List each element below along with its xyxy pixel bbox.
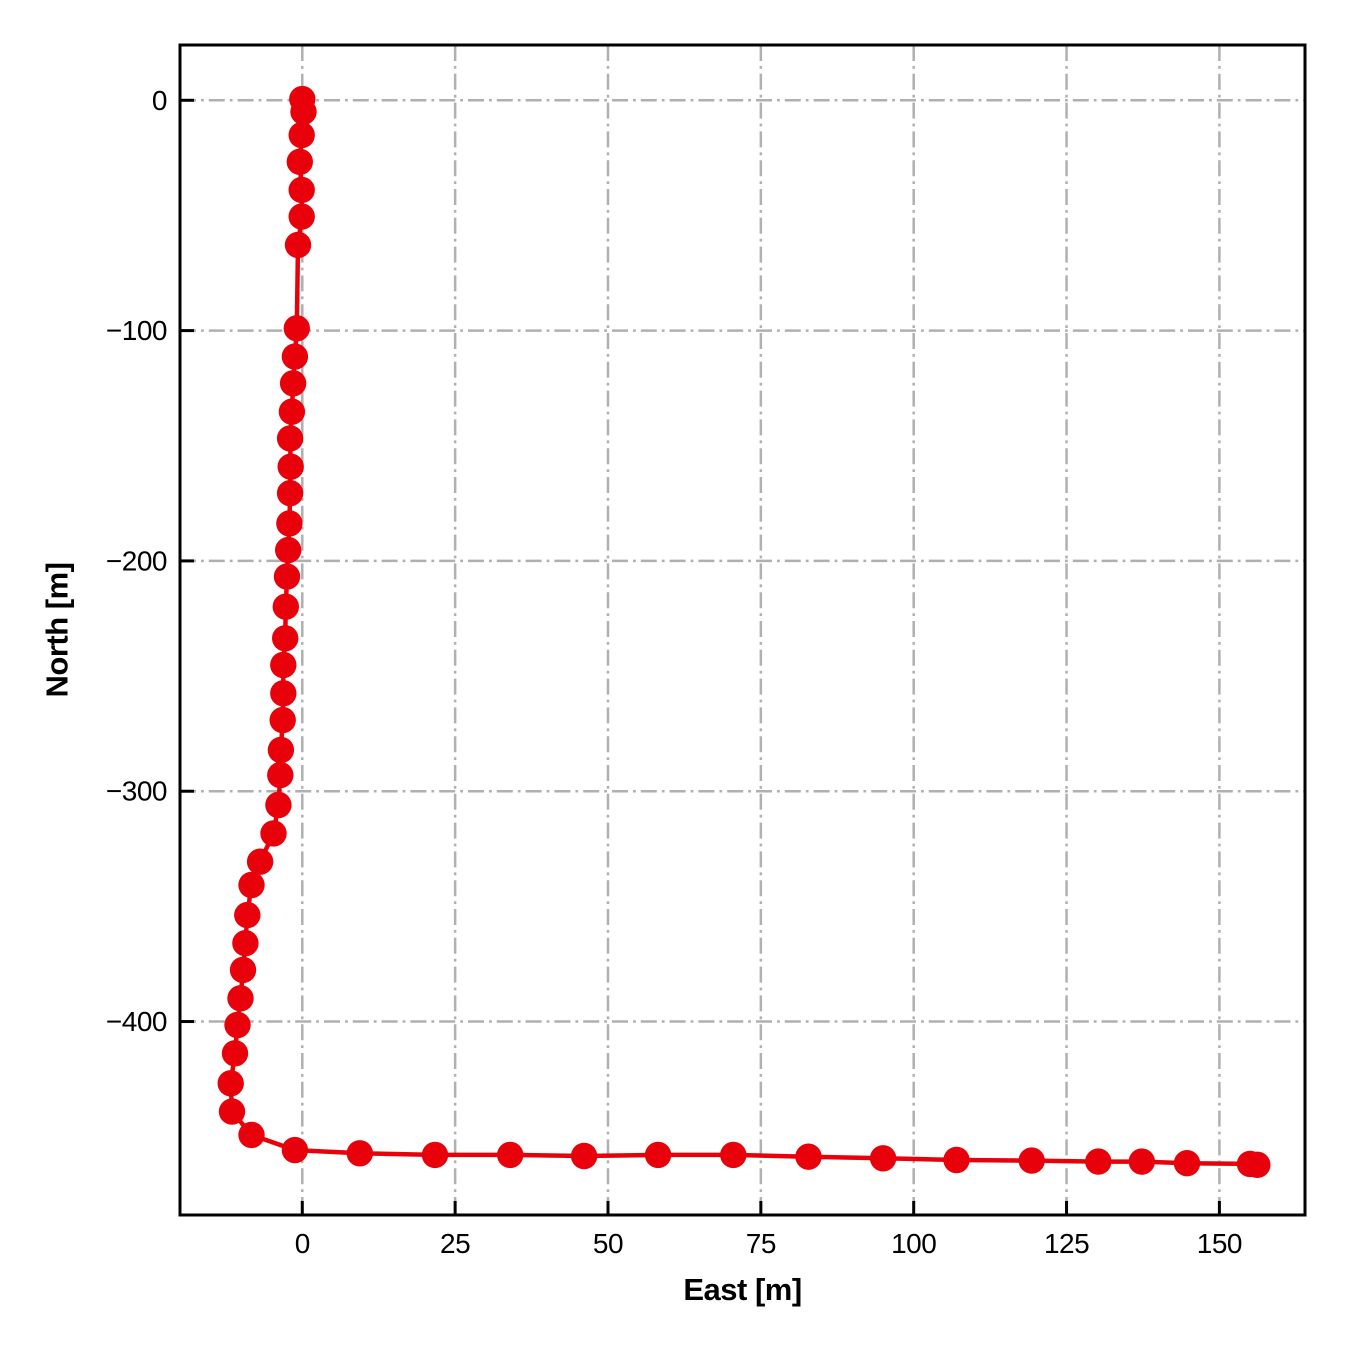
- data-point: [267, 736, 295, 764]
- data-point: [290, 98, 317, 126]
- data-point: [286, 148, 313, 175]
- data-point: [795, 1143, 822, 1170]
- data-point: [273, 563, 301, 590]
- data-point: [224, 1011, 251, 1039]
- data-point: [229, 956, 257, 984]
- data-point: [283, 315, 310, 342]
- data-point: [421, 1141, 449, 1169]
- data-point: [1085, 1148, 1112, 1175]
- tick-marks-layer: [181, 98, 1221, 1214]
- data-point: [288, 121, 315, 149]
- data-point: [281, 1136, 309, 1164]
- data-point: [272, 625, 299, 652]
- data-point: [497, 1141, 524, 1169]
- data-point: [1018, 1147, 1045, 1174]
- series-layer: [217, 85, 1271, 1179]
- data-point: [270, 680, 297, 707]
- y-tick-label: −300: [106, 776, 167, 807]
- y-tick-label: −200: [106, 545, 167, 576]
- y-axis-label: North [m]: [40, 563, 75, 698]
- data-point: [260, 820, 287, 847]
- data-point: [720, 1141, 747, 1169]
- x-axis-label: East [m]: [683, 1272, 801, 1307]
- data-point: [227, 985, 254, 1012]
- data-point: [267, 761, 294, 789]
- x-tick-label: 75: [746, 1228, 776, 1259]
- data-point: [217, 1070, 244, 1097]
- x-tick-label: 0: [295, 1228, 310, 1259]
- data-point: [275, 536, 302, 564]
- data-point: [246, 848, 274, 875]
- x-tick-label: 125: [1044, 1228, 1089, 1259]
- plot-border: [178, 43, 1307, 1217]
- data-point: [265, 791, 292, 819]
- x-tick-label: 50: [593, 1228, 623, 1259]
- y-tick-label: −100: [106, 315, 167, 346]
- data-point: [276, 425, 304, 452]
- data-point: [288, 203, 315, 230]
- x-tick-label: 100: [891, 1228, 936, 1259]
- data-point: [570, 1142, 598, 1170]
- data-point: [1173, 1150, 1201, 1177]
- data-point: [943, 1146, 970, 1174]
- data-point: [234, 901, 261, 929]
- data-point: [288, 176, 315, 204]
- data-point: [281, 343, 309, 370]
- data-point: [276, 510, 303, 537]
- x-tick-label: 150: [1197, 1228, 1242, 1259]
- axes-box: [178, 43, 1307, 1217]
- data-point: [279, 370, 307, 397]
- data-point: [272, 593, 299, 620]
- data-point: [238, 871, 265, 899]
- data-point: [276, 480, 304, 507]
- data-point: [1244, 1151, 1271, 1179]
- grid-layer: [180, 45, 1305, 1215]
- trajectory-line: [228, 96, 1260, 1168]
- data-point: [270, 651, 297, 679]
- data-point: [218, 1098, 246, 1125]
- x-tick-label: 25: [440, 1228, 470, 1259]
- data-point: [284, 231, 312, 259]
- data-point: [238, 1121, 265, 1149]
- y-tick-label: −400: [106, 1006, 167, 1037]
- data-point: [277, 453, 304, 480]
- data-point: [232, 930, 259, 957]
- data-point: [346, 1140, 373, 1167]
- data-point: [644, 1141, 672, 1169]
- data-point: [221, 1040, 249, 1067]
- data-point: [278, 398, 306, 425]
- data-point: [869, 1145, 897, 1172]
- data-point: [269, 706, 296, 734]
- tick-labels-layer: 0 25 50 75 100 125 150 0 −100 −200 −300 −400: [106, 85, 1243, 1259]
- data-point: [1128, 1148, 1156, 1175]
- y-tick-label: 0: [152, 85, 167, 116]
